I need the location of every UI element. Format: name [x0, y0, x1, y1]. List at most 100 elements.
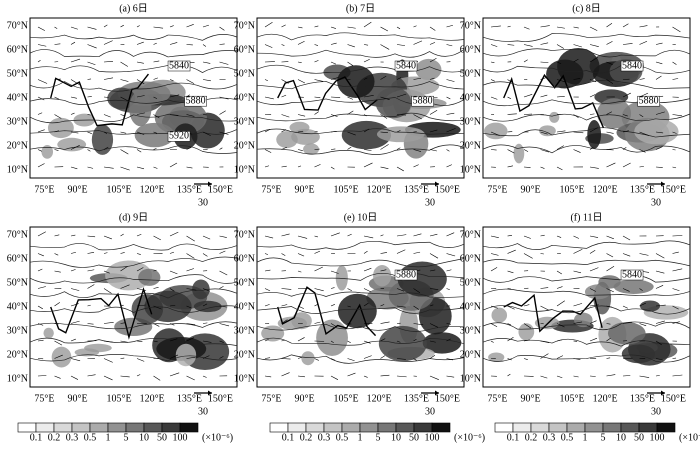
concentration-blob	[484, 123, 507, 140]
colorbar-label: 50	[634, 432, 644, 443]
lat-label: 40°N	[234, 301, 255, 312]
colorbar-swatch	[585, 423, 603, 432]
concentration-blob	[514, 144, 525, 164]
reference-vector-label: 30	[651, 197, 661, 208]
lon-label: 105°E	[106, 184, 131, 195]
lon-label: 75°E	[261, 393, 281, 404]
colorbar-unit: (×10⁻⁶)	[202, 432, 233, 443]
lat-label: 40°N	[460, 301, 481, 312]
lat-label: 30°N	[7, 116, 28, 127]
colorbar-swatch	[324, 423, 342, 432]
concentration-blob	[138, 269, 160, 286]
concentration-blob	[634, 119, 678, 145]
lat-label: 30°N	[234, 116, 255, 127]
lat-label: 20°N	[234, 140, 255, 151]
lat-label: 10°N	[7, 373, 28, 384]
colorbar-label: 5	[124, 432, 129, 443]
colorbar-label: 1	[106, 432, 111, 443]
colorbar-swatch	[90, 423, 108, 432]
concentration-blob	[518, 323, 534, 340]
lon-label: 120°E	[140, 184, 165, 195]
colorbar-label: 0.1	[507, 432, 520, 443]
colorbar-label: 0.5	[336, 432, 349, 443]
concentration-blob	[291, 312, 311, 329]
lat-label: 60°N	[460, 44, 481, 55]
concentration-blob	[176, 344, 196, 367]
lon-label: 105°E	[559, 184, 584, 195]
reference-vector-label: 30	[198, 197, 208, 208]
lat-label: 30°N	[460, 325, 481, 336]
colorbar-label: 0.2	[525, 432, 538, 443]
colorbar-unit: (×10⁻⁶)	[679, 432, 700, 443]
lat-label: 50°N	[460, 68, 481, 79]
colorbar-label: 1	[583, 432, 588, 443]
concentration-blob	[144, 291, 191, 322]
reference-vector-label: 30	[425, 197, 435, 208]
lat-label: 10°N	[460, 373, 481, 384]
lat-label: 70°N	[460, 20, 481, 31]
concentration-blob	[276, 131, 297, 148]
panel-title: (a) 6日	[119, 3, 148, 14]
lon-label: 75°E	[34, 393, 54, 404]
colorbar-label: 0.1	[30, 432, 43, 443]
colorbar-swatch	[639, 423, 657, 432]
lat-label: 40°N	[460, 92, 481, 103]
map-panel: 5880(e) 10日70°N60°N50°N40°N30°N20°N10°N7…	[234, 212, 464, 417]
colorbar-swatch	[513, 423, 531, 432]
colorbar-swatch	[531, 423, 549, 432]
lat-label: 70°N	[234, 229, 255, 240]
lat-label: 10°N	[7, 164, 28, 175]
colorbar-label: 0.2	[48, 432, 61, 443]
colorbar-swatch	[36, 423, 54, 432]
colorbar-label: 1	[358, 432, 363, 443]
concentration-blob	[622, 344, 655, 363]
colorbar-label: 0.2	[300, 432, 313, 443]
colorbar-swatch	[360, 423, 378, 432]
colorbar-label: 100	[173, 432, 188, 443]
lat-label: 60°N	[460, 253, 481, 264]
colorbar-unit: (×10⁻⁶)	[454, 432, 485, 443]
lat-label: 40°N	[234, 92, 255, 103]
lon-label: 105°E	[333, 393, 358, 404]
lat-label: 50°N	[7, 277, 28, 288]
lon-label: 150°E	[435, 184, 460, 195]
lat-label: 60°N	[7, 44, 28, 55]
lat-label: 50°N	[234, 68, 255, 79]
colorbar-swatch	[54, 423, 72, 432]
lat-label: 20°N	[7, 140, 28, 151]
lon-label: 90°E	[68, 393, 88, 404]
concentration-blob	[491, 308, 507, 323]
concentration-blob	[301, 351, 314, 365]
colorbar-label: 0.5	[561, 432, 574, 443]
lon-label: 75°E	[261, 184, 281, 195]
concentration-blob	[43, 328, 53, 339]
concentration-blob	[377, 126, 425, 142]
colorbar-swatch	[288, 423, 306, 432]
colorbar-swatch	[72, 423, 90, 432]
lat-label: 20°N	[7, 349, 28, 360]
lon-label: 150°E	[208, 184, 233, 195]
contour-label: 5840	[169, 60, 189, 71]
panel-title: (c) 8日	[572, 3, 601, 14]
colorbar-swatch	[621, 423, 639, 432]
lat-label: 60°N	[7, 253, 28, 264]
panel-title: (b) 7日	[346, 3, 375, 14]
lon-label: 105°E	[333, 184, 358, 195]
panel-title: (f) 11日	[570, 212, 602, 223]
lon-label: 135°E	[177, 184, 202, 195]
concentration-blob	[92, 124, 113, 154]
lat-label: 30°N	[460, 116, 481, 127]
colorbar-swatch	[432, 423, 450, 432]
lat-label: 70°N	[234, 20, 255, 31]
lon-label: 150°E	[661, 184, 686, 195]
lat-label: 10°N	[460, 164, 481, 175]
lon-label: 120°E	[367, 184, 392, 195]
lat-label: 40°N	[7, 92, 28, 103]
lat-label: 20°N	[234, 349, 255, 360]
lat-label: 10°N	[234, 373, 255, 384]
lon-label: 150°E	[435, 393, 460, 404]
